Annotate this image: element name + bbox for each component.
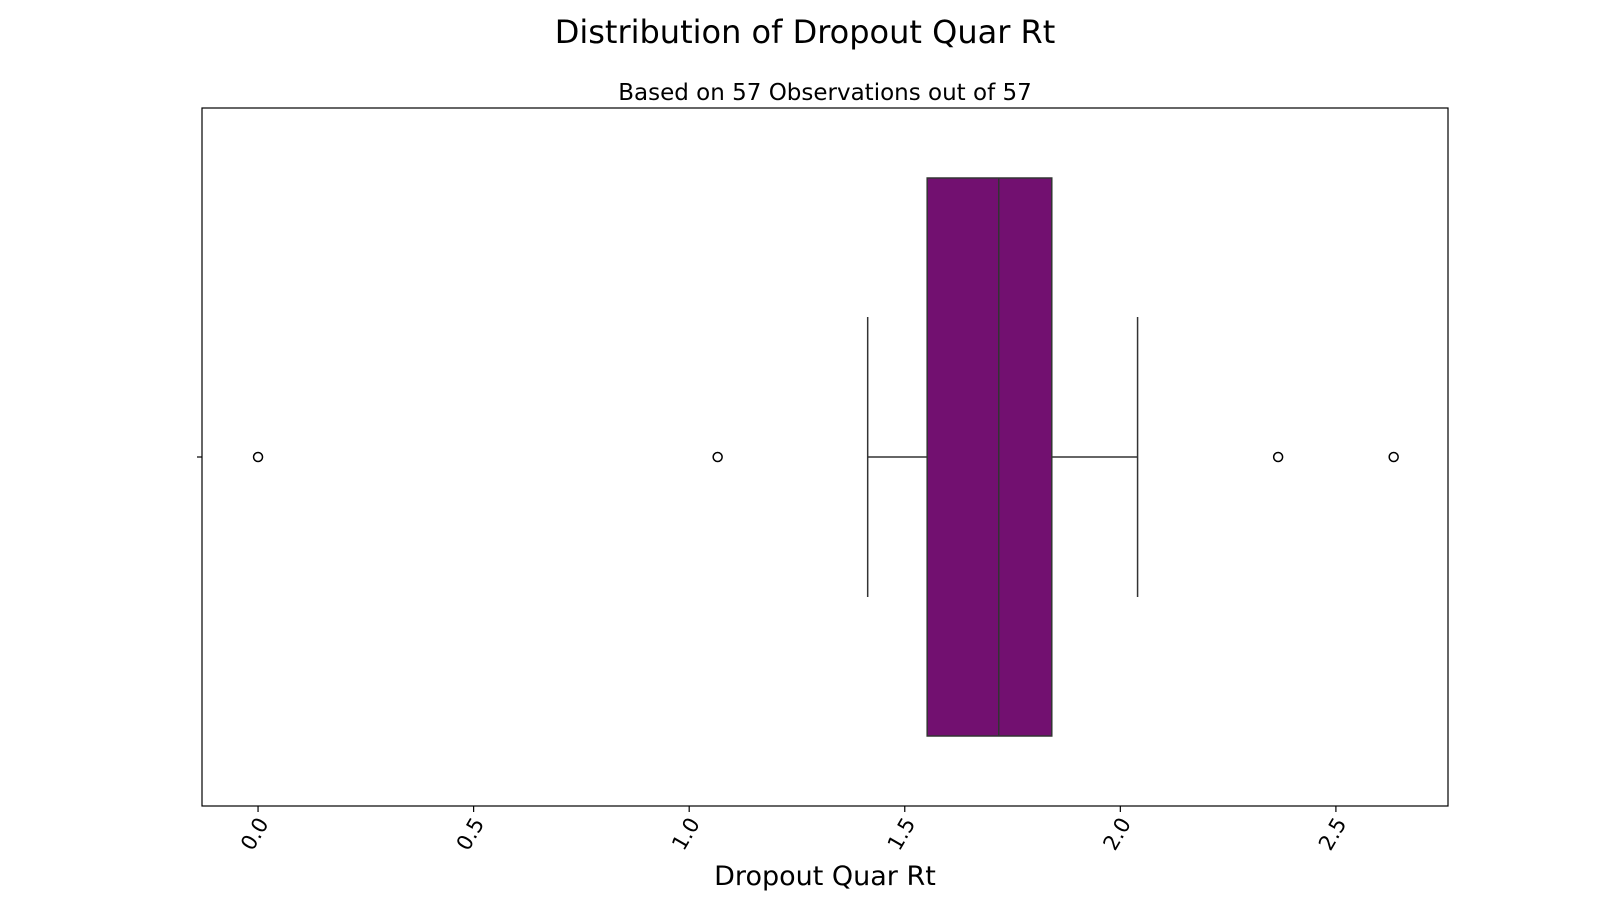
x-tick-label-5: 2.5 <box>1314 814 1351 855</box>
plot-area: 0.0 0.5 1.0 1.5 2.0 2.5 <box>197 107 1449 855</box>
chart-subtitle: Based on 57 Observations out of 57 <box>618 80 1032 106</box>
x-tick-label-4: 2.0 <box>1098 814 1135 855</box>
outlier-point-2 <box>1272 451 1284 463</box>
x-tick-label-3: 1.5 <box>883 814 920 855</box>
x-tick-label-1: 0.5 <box>452 814 489 855</box>
outlier-point-3 <box>1388 451 1399 463</box>
x-tick-label-0: 0.0 <box>236 814 273 855</box>
axes-frame <box>201 107 1449 807</box>
box-iqr <box>926 177 1053 737</box>
x-axis-label: Dropout Quar Rt <box>714 861 936 892</box>
x-tick-label-2: 1.0 <box>667 814 704 855</box>
outlier-point-0 <box>252 451 264 463</box>
chart-title: Distribution of Dropout Quar Rt <box>555 13 1056 51</box>
outlier-point-1 <box>712 451 723 463</box>
